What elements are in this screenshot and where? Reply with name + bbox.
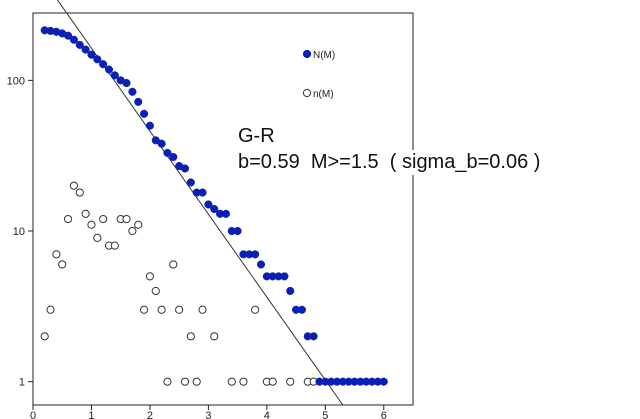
point-cumulative (134, 97, 143, 106)
point-cumulative (104, 65, 114, 74)
point-incremental (52, 250, 61, 259)
point-incremental (40, 332, 49, 341)
point-incremental (192, 377, 201, 386)
point-cumulative (64, 31, 73, 40)
point-incremental (145, 272, 155, 281)
y-tick-label: 100 (7, 75, 25, 87)
point-incremental (180, 377, 190, 386)
legend-label-nm-incremental: n(M) (313, 89, 334, 100)
point-cumulative (140, 109, 149, 118)
point-cumulative (99, 60, 108, 69)
point-cumulative (186, 178, 195, 187)
point-incremental (58, 260, 67, 269)
point-cumulative (221, 209, 230, 218)
point-cumulative (145, 121, 154, 130)
point-incremental (251, 305, 260, 314)
point-cumulative (122, 78, 131, 88)
legend-label-nm-cumulative: N(M) (313, 50, 335, 61)
point-incremental (268, 377, 277, 386)
x-tick-label: 5 (322, 410, 328, 419)
point-incremental (239, 377, 248, 386)
point-incremental (227, 377, 236, 386)
annotation-fit-params: b=0.59 M>=1.5 ( sigma_b=0.06 ) (238, 150, 541, 175)
point-cumulative (297, 305, 306, 314)
y-tick-label: 10 (13, 226, 25, 238)
point-cumulative (128, 87, 137, 96)
point-incremental (139, 305, 149, 314)
point-incremental (110, 241, 119, 250)
point-incremental (210, 332, 219, 341)
point-incremental (151, 286, 160, 296)
point-cumulative (280, 272, 289, 281)
point-incremental (169, 260, 178, 269)
point-cumulative (87, 50, 96, 59)
point-cumulative (379, 377, 388, 386)
point-incremental (128, 226, 137, 236)
point-incremental (122, 214, 131, 224)
point-cumulative (251, 250, 260, 259)
point-cumulative (75, 40, 84, 49)
point-cumulative (157, 139, 166, 148)
legend-marker-nm-cumulative (302, 49, 312, 59)
point-cumulative (256, 260, 266, 269)
point-incremental (157, 305, 166, 314)
point-incremental (81, 209, 90, 218)
point-cumulative (93, 55, 102, 64)
point-incremental (93, 233, 102, 243)
point-cumulative (204, 200, 213, 209)
point-incremental (63, 214, 73, 224)
point-incremental (163, 377, 172, 386)
point-cumulative (110, 71, 119, 80)
point-cumulative (169, 152, 178, 162)
point-incremental (46, 305, 55, 314)
point-incremental (99, 214, 108, 224)
x-tick-label: 6 (381, 410, 387, 419)
point-cumulative (180, 164, 190, 173)
x-tick-label: 1 (88, 410, 94, 419)
point-cumulative (69, 35, 78, 44)
annotation-fit-name: G-R (238, 125, 275, 147)
point-incremental (87, 220, 96, 229)
point-incremental (175, 305, 184, 314)
x-tick-label: 3 (205, 410, 211, 419)
point-cumulative (210, 204, 219, 214)
point-incremental (75, 188, 84, 197)
point-incremental (69, 181, 79, 190)
point-incremental (198, 305, 207, 314)
x-tick-label: 4 (264, 410, 270, 419)
point-cumulative (286, 286, 295, 296)
legend-marker-nm-incremental (302, 88, 312, 98)
point-cumulative (163, 148, 172, 157)
point-incremental (286, 377, 295, 386)
point-cumulative (309, 332, 318, 341)
point-incremental (134, 220, 143, 229)
point-cumulative (233, 226, 242, 236)
point-incremental (186, 332, 195, 341)
x-tick-label: 0 (30, 410, 36, 419)
x-tick-label: 2 (147, 410, 153, 419)
plot-frame (32, 12, 414, 406)
y-tick-label: 1 (19, 377, 25, 389)
point-cumulative (198, 188, 207, 197)
point-cumulative (81, 45, 90, 54)
